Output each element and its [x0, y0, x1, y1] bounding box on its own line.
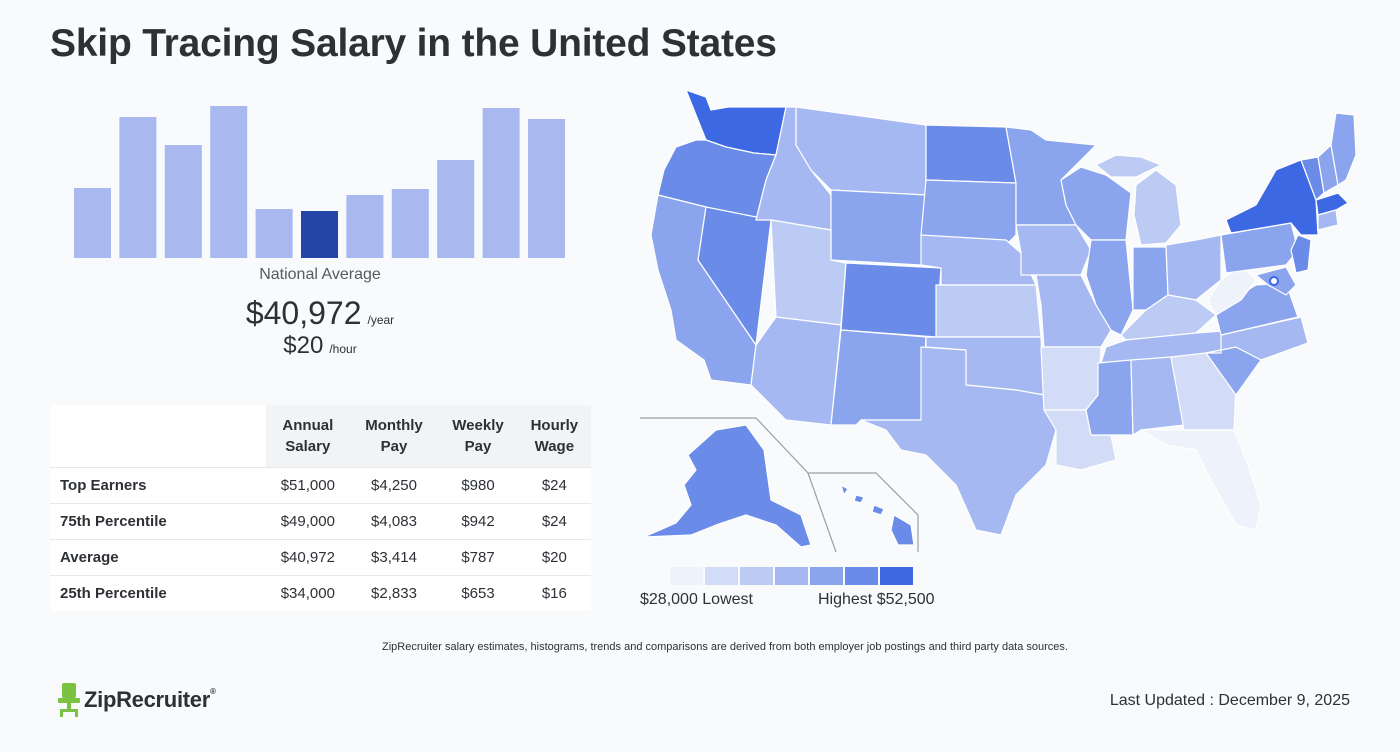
state-texas[interactable] — [860, 346, 1057, 536]
disclaimer: ZipRecruiter salary estimates, histogram… — [382, 641, 1068, 653]
histogram-bar-national-average[interactable] — [301, 211, 338, 258]
table-row: 75th Percentile $49,000 $4,083 $942 $24 — [50, 502, 591, 539]
national-average-label: National Average — [259, 266, 381, 283]
legend-swatch — [880, 567, 913, 585]
salary-histogram — [74, 106, 565, 258]
row-label: 25th Percentile — [50, 574, 266, 611]
cell-monthly: $2,833 — [349, 574, 439, 611]
table-header-weekly: Weekly Pay — [438, 405, 518, 467]
cell-weekly: $653 — [438, 574, 518, 611]
salary-table: Annual Salary Monthly Pay Weekly Pay Hourly… — [50, 405, 591, 611]
national-hourly-value: $20 — [283, 332, 324, 359]
histogram-bar[interactable] — [437, 160, 475, 258]
state-florida[interactable] — [1140, 429, 1262, 531]
cell-annual: $34,000 — [266, 574, 350, 611]
legend-swatch — [845, 567, 878, 585]
histogram-bar[interactable] — [346, 195, 384, 258]
cell-annual: $51,000 — [266, 466, 350, 503]
state-missouri[interactable] — [1035, 274, 1112, 348]
cell-monthly: $4,250 — [349, 466, 439, 503]
state-arizona[interactable] — [750, 316, 842, 426]
national-annual: $40,972/year — [170, 295, 470, 332]
national-annual-value: $40,972 — [245, 295, 362, 331]
state-michigan[interactable] — [1133, 169, 1182, 246]
national-hourly: $20/hour — [170, 332, 470, 360]
state-north-dakota[interactable] — [925, 124, 1017, 184]
legend-swatch — [705, 567, 738, 585]
legend-swatch — [810, 567, 843, 585]
state-hawaii[interactable] — [840, 484, 915, 546]
state-michigan-upper[interactable] — [1095, 154, 1162, 178]
state-south-dakota[interactable] — [920, 179, 1017, 246]
table-header-monthly: Monthly Pay — [349, 405, 439, 467]
table-header-row: Annual Salary Monthly Pay Weekly Pay Hourly… — [50, 405, 591, 467]
state-arkansas[interactable] — [1040, 346, 1102, 411]
cell-weekly: $942 — [438, 502, 518, 539]
logo-text: ZipRecruiter® — [84, 687, 216, 712]
legend-low-label: $28,000 Lowest — [640, 591, 753, 608]
map-legend — [670, 567, 913, 585]
state-connecticut-ri[interactable] — [1317, 209, 1339, 231]
cell-hourly: $24 — [517, 466, 591, 503]
state-massachusetts[interactable] — [1315, 192, 1349, 216]
state-colorado[interactable] — [840, 262, 942, 338]
state-kansas[interactable] — [935, 284, 1042, 338]
legend-swatch — [740, 567, 773, 585]
cell-hourly: $16 — [517, 574, 591, 611]
state-new-jersey[interactable] — [1290, 234, 1312, 274]
state-maine[interactable] — [1330, 112, 1356, 186]
dc-marker — [1269, 276, 1279, 286]
histogram-bar[interactable] — [255, 209, 293, 258]
histogram-bar[interactable] — [164, 145, 202, 258]
table-header-hourly: Hourly Wage — [517, 405, 591, 467]
hawaii-inset-border — [808, 472, 919, 552]
cell-hourly: $20 — [517, 538, 591, 575]
table-header-blank — [50, 405, 266, 467]
legend-swatch — [670, 567, 703, 585]
ziprecruiter-logo[interactable]: ZipRecruiter® — [58, 683, 216, 717]
row-label: 75th Percentile — [50, 502, 266, 539]
table-row: 25th Percentile $34,000 $2,833 $653 $16 — [50, 574, 591, 611]
histogram-bar[interactable] — [119, 117, 157, 258]
row-label: Top Earners — [50, 466, 266, 503]
state-wyoming[interactable] — [830, 189, 927, 266]
table-row: Average $40,972 $3,414 $787 $20 — [50, 538, 591, 575]
state-illinois[interactable] — [1085, 239, 1134, 336]
histogram-bar[interactable] — [74, 188, 111, 258]
state-new-mexico[interactable] — [830, 329, 927, 426]
last-updated: Last Updated : December 9, 2025 — [1109, 692, 1350, 709]
histogram-bar[interactable] — [528, 119, 565, 258]
cell-monthly: $4,083 — [349, 502, 439, 539]
state-ohio[interactable] — [1165, 234, 1222, 301]
legend-swatch — [775, 567, 808, 585]
national-annual-unit: /year — [367, 313, 395, 327]
page-title: Skip Tracing Salary in the United States — [50, 22, 777, 65]
histogram-bar[interactable] — [391, 189, 429, 258]
table-header-annual: Annual Salary — [266, 405, 350, 467]
cell-hourly: $24 — [517, 502, 591, 539]
cell-annual: $49,000 — [266, 502, 350, 539]
alaska-inset-border — [640, 417, 837, 553]
chair-icon — [58, 683, 80, 717]
state-alabama[interactable] — [1130, 356, 1185, 436]
cell-weekly: $980 — [438, 466, 518, 503]
state-iowa[interactable] — [1015, 224, 1092, 276]
table-row: Top Earners $51,000 $4,250 $980 $24 — [50, 466, 591, 503]
state-north-carolina[interactable] — [1205, 316, 1309, 361]
cell-weekly: $787 — [438, 538, 518, 575]
histogram-bar[interactable] — [210, 106, 248, 258]
legend-high-label: Highest $52,500 — [818, 591, 935, 608]
state-new-york[interactable] — [1225, 159, 1319, 236]
cell-monthly: $3,414 — [349, 538, 439, 575]
histogram-bar[interactable] — [482, 108, 520, 258]
us-salary-map — [640, 89, 1356, 553]
state-alaska[interactable] — [643, 424, 812, 548]
row-label: Average — [50, 538, 266, 575]
cell-annual: $40,972 — [266, 538, 350, 575]
national-hourly-unit: /hour — [329, 342, 357, 356]
